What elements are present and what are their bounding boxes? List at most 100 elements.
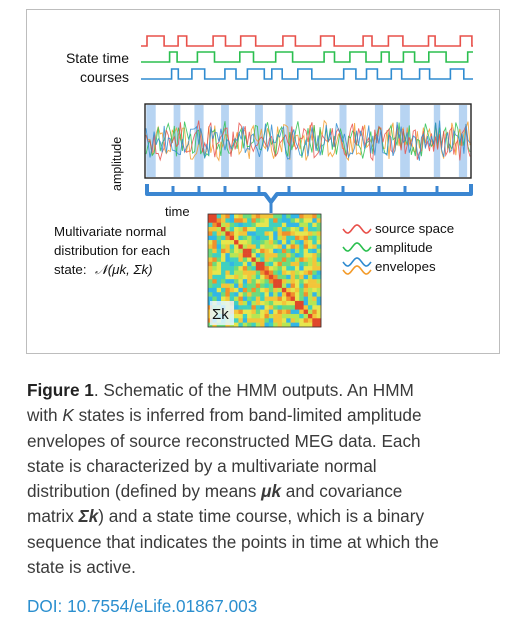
matrix-cell bbox=[277, 257, 283, 263]
matrix-cell bbox=[264, 222, 270, 228]
matrix-cell bbox=[255, 318, 261, 323]
matrix-cell bbox=[290, 313, 296, 319]
matrix-cell bbox=[208, 266, 213, 271]
matrix-cell bbox=[247, 305, 252, 310]
matrix-cell bbox=[234, 292, 239, 297]
sigma-label-bg bbox=[210, 301, 234, 325]
matrix-cell bbox=[264, 274, 270, 280]
matrix-cell bbox=[316, 227, 322, 232]
matrix-cell bbox=[251, 300, 257, 306]
matrix-cell bbox=[303, 266, 309, 271]
matrix-cell bbox=[303, 322, 309, 328]
matrix-cell bbox=[290, 318, 296, 323]
matrix-cell bbox=[229, 283, 235, 289]
matrix-cell bbox=[303, 313, 309, 319]
matrix-cell bbox=[316, 214, 322, 219]
matrix-cell bbox=[208, 296, 213, 302]
matrix-cell bbox=[268, 244, 274, 250]
matrix-cell bbox=[247, 296, 252, 302]
amplitude-envelope-traces bbox=[145, 119, 471, 162]
caption-line6b: ) and a state time course, which is a bi… bbox=[98, 506, 425, 527]
matrix-cell bbox=[238, 214, 244, 219]
matrix-cell bbox=[268, 296, 274, 302]
matrix-cell bbox=[242, 222, 248, 228]
matrix-cell bbox=[286, 266, 291, 271]
matrix-cell bbox=[234, 270, 239, 276]
matrix-cell bbox=[251, 279, 257, 284]
matrix-cell bbox=[229, 270, 235, 276]
matrix-cell bbox=[277, 274, 283, 280]
caption-line1: . Schematic of the HMM outputs. An HMM bbox=[93, 380, 414, 400]
matrix-cell bbox=[294, 231, 300, 237]
matrix-cell bbox=[255, 222, 261, 228]
matrix-cell bbox=[307, 283, 313, 289]
matrix-cell bbox=[238, 270, 244, 276]
matrix-cell bbox=[316, 244, 322, 250]
matrix-cell bbox=[260, 305, 265, 310]
matrix-cell bbox=[303, 240, 309, 245]
matrix-cell bbox=[251, 235, 257, 241]
matrix-cell bbox=[234, 283, 239, 289]
matrix-cell bbox=[294, 279, 300, 284]
matrix-cell bbox=[273, 309, 278, 315]
matrix-cell bbox=[221, 235, 226, 241]
matrix-cell bbox=[251, 322, 257, 328]
matrix-cell bbox=[299, 279, 304, 284]
matrix-cell bbox=[208, 253, 213, 258]
matrix-cell bbox=[299, 248, 304, 254]
matrix-cell bbox=[303, 287, 309, 293]
matrix-cell bbox=[242, 240, 248, 245]
matrix-cell bbox=[242, 261, 248, 267]
matrix-cell bbox=[229, 248, 235, 254]
matrix-cell bbox=[208, 287, 213, 293]
matrix-cell bbox=[216, 257, 222, 263]
matrix-cell bbox=[290, 214, 296, 219]
matrix-cell bbox=[312, 270, 317, 276]
matrix-cell bbox=[299, 309, 304, 315]
matrix-cell bbox=[290, 305, 296, 310]
matrix-cell bbox=[307, 287, 313, 293]
matrix-cell bbox=[216, 231, 222, 237]
matrix-cell bbox=[273, 231, 278, 237]
matrix-cell bbox=[268, 292, 274, 297]
matrix-cell bbox=[281, 235, 287, 241]
matrix-cell bbox=[307, 222, 313, 228]
matrix-cell bbox=[286, 283, 291, 289]
matrix-cell bbox=[268, 318, 274, 323]
matrix-cell bbox=[234, 296, 239, 302]
matrix-cell bbox=[242, 266, 248, 271]
matrix-cell bbox=[238, 253, 244, 258]
matrix-cell bbox=[303, 253, 309, 258]
matrix-cell bbox=[281, 318, 287, 323]
matrix-cell bbox=[303, 270, 309, 276]
matrix-cell bbox=[316, 287, 322, 293]
matrix-cell bbox=[242, 244, 248, 250]
matrix-cell bbox=[234, 322, 239, 328]
matrix-cell bbox=[281, 253, 287, 258]
matrix-cell bbox=[286, 231, 291, 237]
matrix-cell bbox=[294, 266, 300, 271]
matrix-cell bbox=[229, 231, 235, 237]
caption-k: K bbox=[62, 405, 74, 426]
matrix-cell bbox=[290, 296, 296, 302]
matrix-cell bbox=[273, 214, 278, 219]
matrix-cell bbox=[260, 257, 265, 263]
matrix-cell bbox=[277, 244, 283, 250]
mvn-text-line2: distribution for each bbox=[54, 243, 170, 258]
matrix-cell bbox=[290, 235, 296, 241]
matrix-cell bbox=[247, 218, 252, 223]
matrix-cell bbox=[303, 222, 309, 228]
matrix-cell bbox=[247, 253, 252, 258]
matrix-cell bbox=[238, 227, 244, 232]
matrix-cell bbox=[242, 322, 248, 328]
matrix-cell bbox=[268, 270, 274, 276]
matrix-cell bbox=[221, 240, 226, 245]
matrix-cell bbox=[312, 261, 317, 267]
matrix-cell bbox=[286, 222, 291, 228]
matrix-cell bbox=[290, 287, 296, 293]
matrix-cell bbox=[290, 300, 296, 306]
matrix-cell bbox=[238, 313, 244, 319]
legend-line1: source space bbox=[375, 221, 454, 236]
matrix-cell bbox=[221, 231, 226, 237]
doi-link[interactable]: DOI: 10.7554/eLife.01867.003 bbox=[27, 596, 258, 616]
